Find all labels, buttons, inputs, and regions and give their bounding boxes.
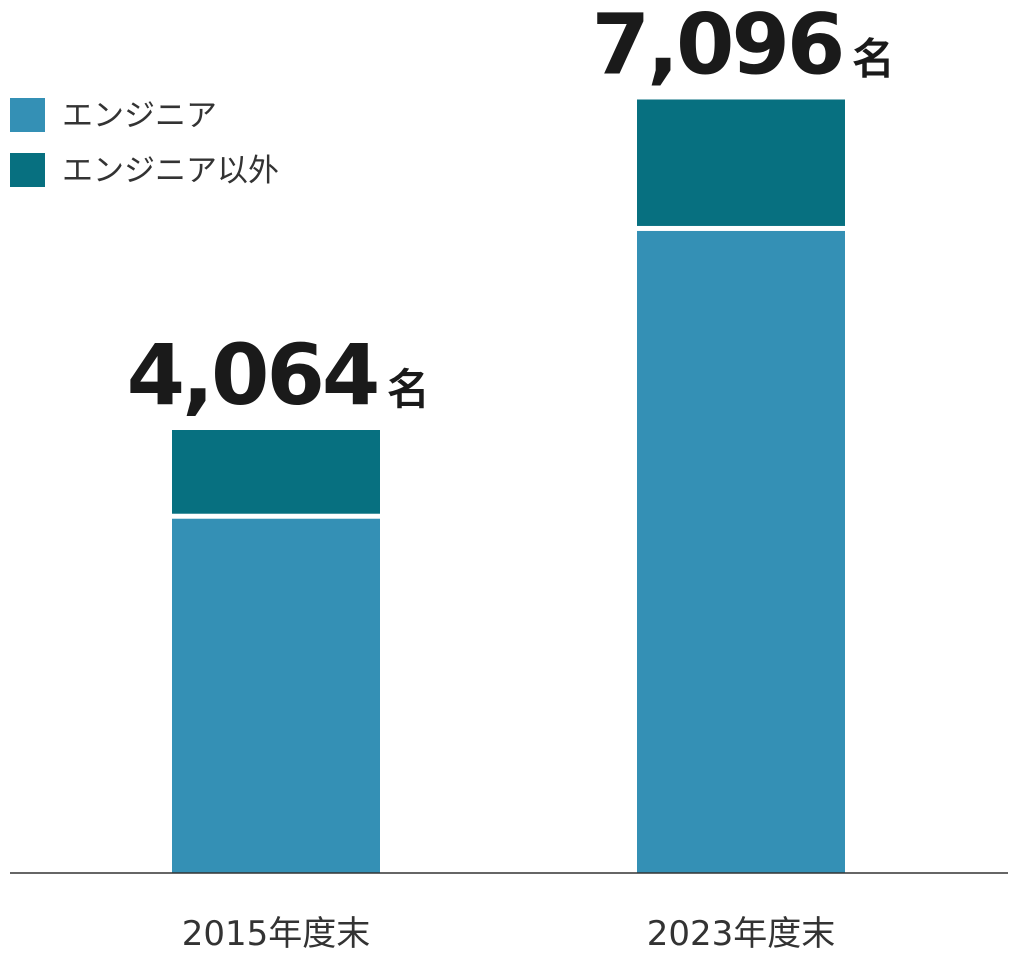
total-value: 4,064 (127, 326, 378, 424)
bar-segment (637, 230, 845, 874)
total-label: 7,096 名 (592, 0, 895, 93)
total-unit: 名 (387, 365, 429, 414)
x-tick-label: 2015年度末 (182, 914, 371, 954)
legend-swatch (10, 98, 45, 132)
bar-segment (172, 518, 380, 873)
total-unit: 名 (852, 34, 894, 83)
bar-segment (172, 430, 380, 514)
total-value: 7,096 (592, 0, 843, 93)
legend-swatch (10, 153, 45, 187)
legend-label: エンジニア以外 (62, 153, 279, 189)
total-label: 4,064 名 (127, 326, 430, 424)
bar-segment (637, 99, 845, 226)
legend-label: エンジニア (62, 98, 217, 134)
x-tick-label: 2023年度末 (647, 914, 836, 954)
